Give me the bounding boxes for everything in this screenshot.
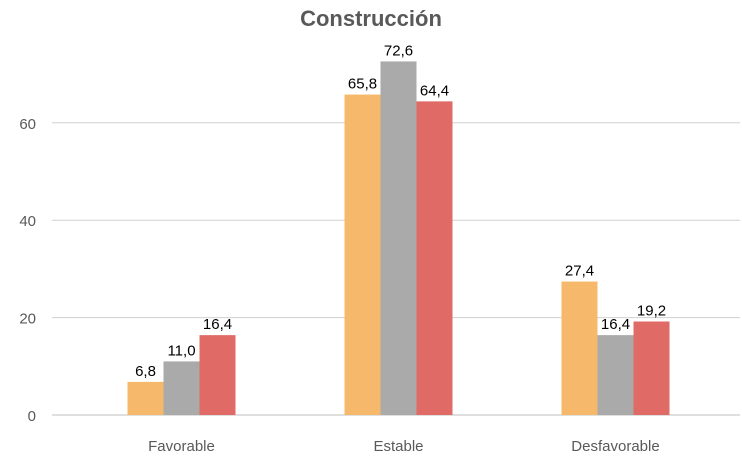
x-tick-label: Desfavorable [571,438,659,455]
bar [380,61,417,416]
chart-title: Construcción [300,6,442,31]
data-label: 27,4 [565,263,594,280]
data-label: 16,4 [601,316,630,333]
y-tick-label: 60 [19,116,36,133]
data-label: 64,4 [420,82,449,99]
data-label: 6,8 [135,363,156,380]
bar [199,335,236,415]
y-tick-label: 20 [19,311,36,328]
bar [163,361,200,415]
data-label: 72,6 [384,42,413,59]
bar [561,281,598,415]
data-label: 65,8 [348,76,377,93]
axes: 0 20 40 60 Favorable Estable Desfavorable [19,116,659,455]
bar [344,94,381,415]
y-tick-label: 40 [19,213,36,230]
bar [416,101,453,415]
bar [127,381,164,415]
data-labels: 6,8 11,0 16,4 65,8 72,6 64,4 27,4 16,4 19,2 [135,42,666,379]
bars [127,61,670,416]
bar [597,335,634,415]
x-tick-label: Estable [373,438,423,455]
data-label: 19,2 [637,302,666,319]
y-tick-label: 0 [28,408,36,425]
bar [633,321,670,415]
data-label: 16,4 [203,316,232,333]
data-label: 11,0 [167,342,195,359]
x-tick-label: Favorable [148,438,215,455]
